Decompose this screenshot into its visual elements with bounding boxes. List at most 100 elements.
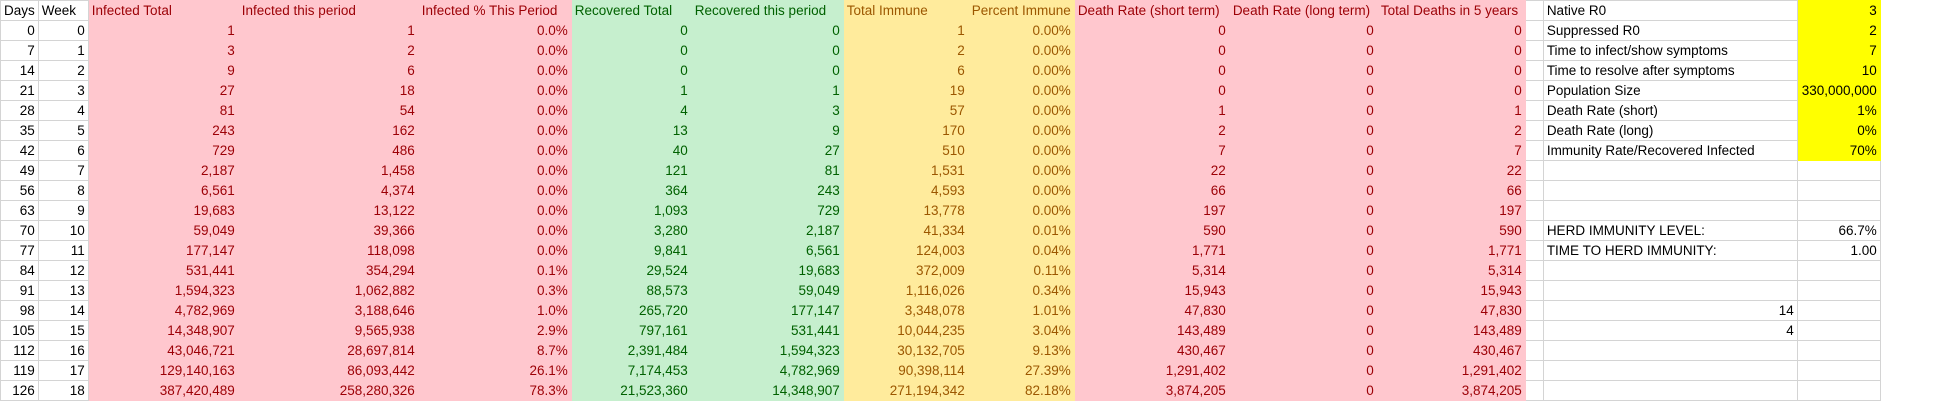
param-value[interactable]: 1% — [1796, 100, 1881, 121]
header-days[interactable]: Days — [0, 0, 39, 21]
param-value[interactable]: 7 — [1796, 40, 1881, 61]
cell-infected-pct[interactable]: 0.0% — [417, 180, 572, 201]
spacer-cell[interactable] — [1524, 320, 1544, 341]
header-death-short[interactable]: Death Rate (short term) — [1073, 0, 1230, 21]
herd-time-label[interactable]: TIME TO HERD IMMUNITY: — [1542, 240, 1798, 261]
cell-recovered-total[interactable]: 3,280 — [570, 220, 692, 241]
cell-death-long[interactable]: 0 — [1228, 200, 1378, 221]
cell-week[interactable]: 15 — [37, 320, 89, 341]
cell-week[interactable]: 7 — [37, 160, 89, 181]
spacer-cell[interactable] — [1524, 120, 1544, 141]
cell-recovered-period[interactable]: 2,187 — [690, 220, 844, 241]
cell-recovered-total[interactable]: 0 — [570, 20, 692, 41]
cell-total-deaths[interactable]: 590 — [1376, 220, 1526, 241]
empty-cell[interactable] — [1542, 360, 1798, 381]
cell-total-immune[interactable]: 3,348,078 — [842, 300, 969, 321]
spacer-cell[interactable] — [1524, 200, 1544, 221]
cell-total-deaths[interactable]: 430,467 — [1376, 340, 1526, 361]
cell-week[interactable]: 14 — [37, 300, 89, 321]
cell-days[interactable]: 28 — [0, 100, 39, 121]
cell-week[interactable]: 1 — [37, 40, 89, 61]
cell-percent-immune[interactable]: 3.04% — [967, 320, 1075, 341]
param-value[interactable]: 10 — [1796, 60, 1881, 81]
header-infected-pct[interactable]: Infected % This Period — [417, 0, 572, 21]
cell-recovered-total[interactable]: 2,391,484 — [570, 340, 692, 361]
cell-recovered-total[interactable]: 265,720 — [570, 300, 692, 321]
cell-percent-immune[interactable]: 0.00% — [967, 100, 1075, 121]
cell-recovered-total[interactable]: 364 — [570, 180, 692, 201]
cell-death-long[interactable]: 0 — [1228, 320, 1378, 341]
cell-death-long[interactable]: 0 — [1228, 20, 1378, 41]
cell-days[interactable]: 77 — [0, 240, 39, 261]
header-recovered-period[interactable]: Recovered this period — [690, 0, 844, 21]
cell-recovered-period[interactable]: 14,348,907 — [690, 380, 844, 401]
cell-recovered-total[interactable]: 40 — [570, 140, 692, 161]
cell-death-short[interactable]: 5,314 — [1073, 260, 1230, 281]
cell-total-immune[interactable]: 372,009 — [842, 260, 969, 281]
spacer-cell[interactable] — [1524, 240, 1544, 261]
cell-death-short[interactable]: 1,291,402 — [1073, 360, 1230, 381]
cell-infected-period[interactable]: 354,294 — [237, 260, 419, 281]
cell-recovered-period[interactable]: 177,147 — [690, 300, 844, 321]
cell-recovered-period[interactable]: 81 — [690, 160, 844, 181]
cell-days[interactable]: 49 — [0, 160, 39, 181]
cell-infected-total[interactable]: 19,683 — [87, 200, 239, 221]
param-label[interactable]: Immunity Rate/Recovered Infected — [1542, 140, 1798, 161]
cell-recovered-total[interactable]: 4 — [570, 100, 692, 121]
cell-percent-immune[interactable]: 0.34% — [967, 280, 1075, 301]
cell-infected-pct[interactable]: 0.0% — [417, 20, 572, 41]
cell-death-short[interactable]: 47,830 — [1073, 300, 1230, 321]
cell-recovered-total[interactable]: 9,841 — [570, 240, 692, 261]
cell-days[interactable]: 21 — [0, 80, 39, 101]
empty-cell[interactable] — [1796, 260, 1881, 281]
header-infected-total[interactable]: Infected Total — [87, 0, 239, 21]
cell-death-short[interactable]: 66 — [1073, 180, 1230, 201]
cell-infected-total[interactable]: 177,147 — [87, 240, 239, 261]
empty-cell[interactable] — [1796, 280, 1881, 301]
cell-recovered-period[interactable]: 729 — [690, 200, 844, 221]
cell-recovered-total[interactable]: 7,174,453 — [570, 360, 692, 381]
cell-total-immune[interactable]: 30,132,705 — [842, 340, 969, 361]
cell-infected-total[interactable]: 4,782,969 — [87, 300, 239, 321]
cell-infected-pct[interactable]: 0.0% — [417, 40, 572, 61]
cell-death-long[interactable]: 0 — [1228, 300, 1378, 321]
cell-infected-total[interactable]: 729 — [87, 140, 239, 161]
cell-total-deaths[interactable]: 3,874,205 — [1376, 380, 1526, 401]
cell-total-deaths[interactable]: 0 — [1376, 40, 1526, 61]
extra-a-value[interactable]: 14 — [1542, 300, 1798, 321]
cell-recovered-period[interactable]: 243 — [690, 180, 844, 201]
cell-days[interactable]: 126 — [0, 380, 39, 401]
empty-cell[interactable] — [1796, 300, 1881, 321]
cell-infected-pct[interactable]: 0.0% — [417, 220, 572, 241]
empty-cell[interactable] — [1542, 180, 1798, 201]
cell-days[interactable]: 84 — [0, 260, 39, 281]
cell-percent-immune[interactable]: 9.13% — [967, 340, 1075, 361]
cell-total-deaths[interactable]: 15,943 — [1376, 280, 1526, 301]
param-label[interactable]: Death Rate (short) — [1542, 100, 1798, 121]
cell-recovered-total[interactable]: 121 — [570, 160, 692, 181]
cell-recovered-period[interactable]: 0 — [690, 20, 844, 41]
cell-infected-pct[interactable]: 0.0% — [417, 160, 572, 181]
header-week[interactable]: Week — [37, 0, 89, 21]
cell-infected-total[interactable]: 27 — [87, 80, 239, 101]
cell-total-deaths[interactable]: 0 — [1376, 80, 1526, 101]
cell-recovered-period[interactable]: 27 — [690, 140, 844, 161]
cell-total-immune[interactable]: 1 — [842, 20, 969, 41]
cell-recovered-total[interactable]: 1,093 — [570, 200, 692, 221]
cell-infected-period[interactable]: 13,122 — [237, 200, 419, 221]
param-label[interactable]: Native R0 — [1542, 0, 1798, 21]
cell-total-immune[interactable]: 90,398,114 — [842, 360, 969, 381]
cell-recovered-total[interactable]: 13 — [570, 120, 692, 141]
cell-total-immune[interactable]: 57 — [842, 100, 969, 121]
cell-death-short[interactable]: 15,943 — [1073, 280, 1230, 301]
cell-death-long[interactable]: 0 — [1228, 40, 1378, 61]
cell-infected-period[interactable]: 86,093,442 — [237, 360, 419, 381]
cell-death-short[interactable]: 22 — [1073, 160, 1230, 181]
cell-total-immune[interactable]: 2 — [842, 40, 969, 61]
spacer-cell[interactable] — [1524, 380, 1544, 401]
cell-recovered-period[interactable]: 0 — [690, 40, 844, 61]
cell-death-long[interactable]: 0 — [1228, 340, 1378, 361]
spacer-cell[interactable] — [1524, 220, 1544, 241]
cell-death-short[interactable]: 1,771 — [1073, 240, 1230, 261]
cell-percent-immune[interactable]: 0.04% — [967, 240, 1075, 261]
